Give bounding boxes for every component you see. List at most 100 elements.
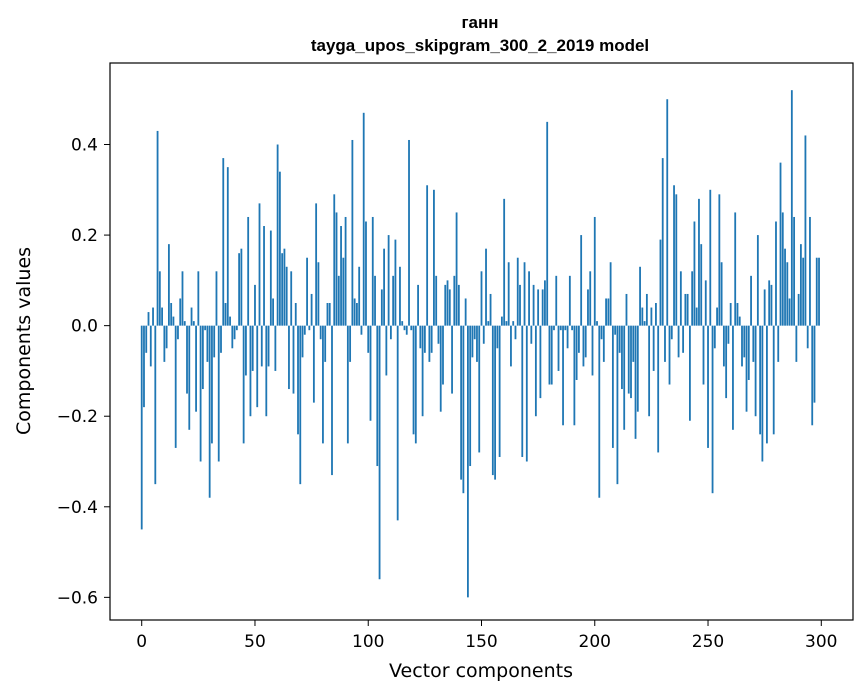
bar	[634, 325, 637, 439]
bar	[389, 325, 392, 340]
bar	[661, 158, 664, 326]
bar	[376, 325, 379, 467]
bar	[428, 325, 431, 362]
bar	[684, 293, 687, 326]
bar	[494, 325, 496, 480]
bar	[356, 303, 358, 326]
bar	[206, 325, 209, 362]
bar	[369, 325, 372, 421]
bar	[224, 303, 227, 326]
bar	[802, 257, 805, 326]
bar	[507, 262, 510, 326]
bar	[772, 325, 775, 435]
bar	[485, 248, 487, 326]
bar	[532, 284, 535, 326]
bar	[394, 239, 397, 326]
bar	[328, 303, 331, 326]
bar	[283, 248, 286, 326]
bar	[704, 280, 707, 326]
bar	[666, 99, 669, 326]
bar	[673, 185, 675, 326]
bar	[378, 325, 381, 580]
bar	[365, 221, 367, 326]
bar	[729, 303, 732, 326]
x-tick-label: 300	[805, 632, 837, 652]
bar	[580, 235, 583, 326]
bar	[455, 212, 458, 326]
bar	[609, 262, 612, 326]
bar	[691, 271, 694, 326]
bar	[163, 325, 166, 362]
y-tick-label: −0.4	[57, 498, 98, 518]
bar	[208, 325, 211, 498]
bar	[695, 307, 698, 326]
bar	[770, 284, 773, 326]
bar	[226, 167, 229, 326]
bar	[600, 325, 603, 340]
bar	[435, 275, 438, 326]
bar	[192, 321, 195, 326]
bar	[433, 189, 435, 326]
bar	[664, 325, 666, 362]
bar	[464, 298, 467, 326]
bar	[446, 280, 449, 326]
bar	[430, 325, 433, 353]
bar	[170, 303, 173, 326]
x-axis-label: Vector components	[389, 660, 573, 682]
bar	[539, 325, 542, 399]
bar	[650, 307, 653, 326]
bar	[775, 221, 777, 326]
bar	[788, 298, 791, 326]
bar	[641, 307, 644, 326]
bar	[815, 257, 818, 326]
bar	[657, 325, 660, 453]
bar	[693, 221, 696, 326]
bar	[319, 325, 322, 340]
bar	[310, 293, 313, 326]
bar	[292, 325, 295, 394]
x-axis-ticks: 0 50 100 150 200 250 300	[136, 620, 838, 652]
bar	[530, 325, 533, 344]
bar	[713, 325, 716, 349]
y-tick-label: 0.2	[71, 226, 98, 246]
bar	[426, 185, 429, 326]
bar	[738, 316, 741, 326]
bar	[326, 303, 329, 326]
y-tick-label: −0.2	[57, 407, 98, 427]
bar	[766, 325, 768, 444]
bar	[333, 194, 336, 326]
bar	[491, 325, 494, 476]
bar	[602, 325, 605, 362]
x-tick-label: 200	[579, 632, 611, 652]
bar	[278, 171, 281, 326]
bar	[303, 325, 306, 335]
bar	[587, 289, 589, 326]
bar	[353, 298, 356, 326]
bar	[419, 325, 422, 349]
bar	[689, 325, 691, 421]
bar	[804, 135, 807, 326]
bar	[679, 271, 682, 326]
bar	[564, 325, 567, 331]
bar	[448, 289, 451, 326]
bar	[414, 325, 417, 444]
bar	[147, 312, 150, 326]
bar	[265, 325, 268, 417]
bar	[401, 321, 404, 326]
bar	[457, 284, 460, 326]
bar	[399, 266, 401, 326]
bar	[344, 216, 347, 326]
bar	[768, 280, 771, 326]
bar	[818, 257, 820, 326]
bar	[677, 325, 680, 358]
bar	[809, 216, 811, 326]
bar	[607, 298, 610, 326]
bar	[566, 325, 569, 349]
bar	[437, 325, 440, 344]
bar	[251, 325, 254, 371]
bar	[616, 325, 619, 485]
bar	[340, 226, 342, 326]
bar	[467, 325, 469, 598]
bar	[568, 275, 571, 326]
bar	[161, 307, 163, 326]
